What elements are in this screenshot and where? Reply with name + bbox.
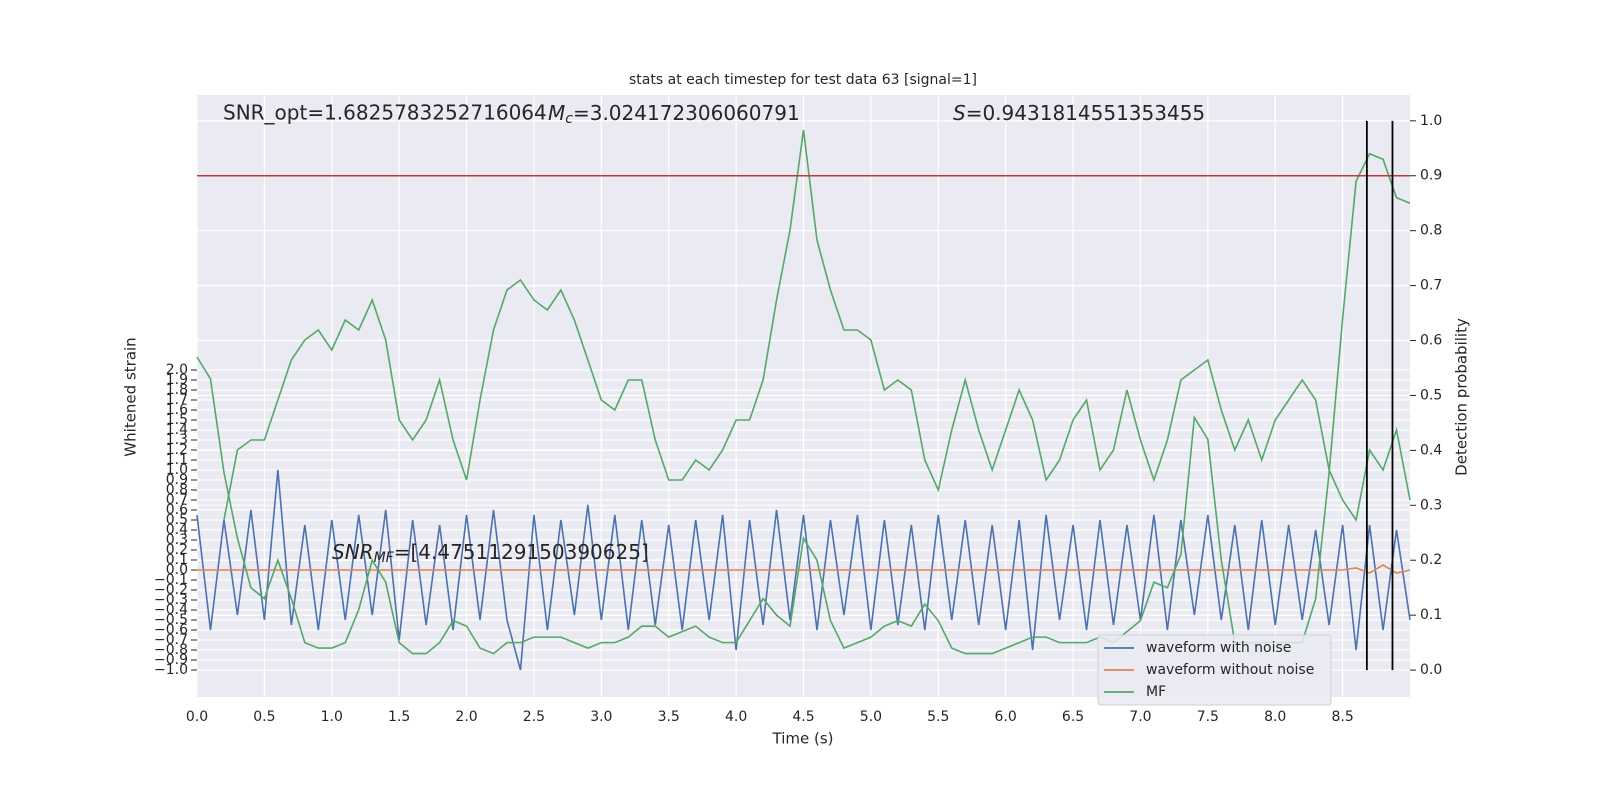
legend-label: waveform without noise	[1146, 662, 1314, 678]
series-line	[197, 564, 1411, 574]
x-tick-label: 2.0	[455, 709, 477, 725]
legend-box	[1097, 634, 1332, 706]
series-line	[196, 152, 1411, 655]
x-tick-label: 2.5	[523, 709, 545, 725]
x-tick-label: 6.0	[995, 709, 1017, 725]
annotation-symbol: SNR	[332, 540, 374, 564]
y-tick-label: −0.2	[154, 582, 188, 598]
y2-tick-label: 0.8	[1420, 223, 1442, 239]
x-tick-label: 3.5	[658, 709, 680, 725]
x-tick-label: 4.0	[725, 709, 747, 725]
x-tick-label: 8.0	[1264, 709, 1286, 725]
y-tick-label: 1.5	[166, 412, 188, 428]
legend: waveform with noise waveform without nois…	[1097, 634, 1332, 706]
x-tick-label: 0.0	[186, 709, 208, 725]
y-tick-label: 0.8	[166, 482, 188, 498]
y-tick-label: 1.8	[166, 382, 188, 398]
y-tick-label: 0.2	[166, 542, 188, 558]
y-tick-label: 0.1	[166, 552, 188, 568]
y-tick-label: 1.6	[166, 402, 188, 418]
y-tick-label: 1.3	[166, 432, 188, 448]
x-tick-label: 5.0	[860, 709, 882, 725]
x-tick-label: 1.5	[388, 709, 410, 725]
annotation-value: =3.024172306060791	[573, 101, 800, 125]
y2-axis-label: Detection probability	[1453, 318, 1471, 476]
x-tick-label: 0.5	[253, 709, 275, 725]
x-tick-label: 7.0	[1129, 709, 1151, 725]
annotation-value: =[4.4751129150390625]	[394, 540, 649, 564]
x-tick-label: 3.0	[590, 709, 612, 725]
y-tick-label: 1.4	[166, 422, 188, 438]
y-tick-label: 2.0	[166, 362, 188, 378]
annotation-symbol: S	[953, 101, 966, 125]
y-tick-label: 1.2	[166, 442, 188, 458]
y-tick-label: 0.0	[166, 562, 188, 578]
y-tick-label: −0.8	[154, 642, 188, 658]
y2-tick-label: 0.4	[1420, 442, 1442, 458]
y-tick-label: −0.3	[154, 592, 188, 608]
legend-label: MF	[1146, 684, 1166, 700]
marks	[196, 120, 1411, 671]
y2-tick-label: 0.6	[1420, 333, 1442, 349]
legend-label: waveform with noise	[1146, 640, 1291, 656]
y-tick-label: −1.0	[154, 662, 188, 678]
chart-title: stats at each timestep for test data 63 …	[629, 72, 977, 88]
annotation-subscript: c	[565, 111, 573, 127]
y-tick-label: 0.4	[166, 522, 188, 538]
annotation: Mc=3.024172306060791	[548, 101, 800, 128]
y2-tick-label: 0.2	[1420, 552, 1442, 568]
y-tick-label: 0.9	[166, 472, 188, 488]
y2-tick-label: 1.0	[1420, 113, 1442, 129]
y-tick-label: 0.3	[166, 532, 188, 548]
y-tick-label: −0.4	[154, 602, 188, 618]
y2-tick-label: 0.5	[1420, 387, 1442, 403]
y-tick-label: −0.6	[154, 622, 188, 638]
y-tick-label: −0.9	[154, 652, 188, 668]
annotation-subscript: MF	[374, 550, 395, 566]
x-tick-label: 7.5	[1197, 709, 1219, 725]
y-tick-label: 1.7	[166, 392, 188, 408]
x-tick-label: 6.5	[1062, 709, 1084, 725]
y-tick-label: 0.6	[166, 502, 188, 518]
y-tick-label: −0.1	[154, 572, 188, 588]
x-tick-label: 8.5	[1331, 709, 1353, 725]
y-axis-label: Whitened strain	[122, 337, 140, 456]
x-tick-label: 4.5	[792, 709, 814, 725]
y2-tick-label: 0.1	[1420, 607, 1442, 623]
y-tick-label: 0.7	[166, 492, 188, 508]
y-tick-label: 1.1	[166, 452, 188, 468]
y-tick-label: −0.7	[154, 632, 188, 648]
y-tick-label: 1.0	[166, 462, 188, 478]
x-tick-label: 5.5	[927, 709, 949, 725]
annotation-value: =0.9431814551353455	[966, 101, 1205, 125]
x-axis-label: Time (s)	[772, 730, 834, 748]
annotation-symbol: M	[548, 101, 565, 125]
y2-tick-label: 0.0	[1420, 662, 1442, 678]
y-tick-label: −0.5	[154, 612, 188, 628]
x-tick-label: 1.0	[321, 709, 343, 725]
y2-tick-label: 0.9	[1420, 168, 1442, 184]
annotation: SNR_opt=1.6825783252716064	[223, 101, 547, 125]
y2-tick-label: 0.3	[1420, 497, 1442, 513]
y-tick-label: 0.5	[166, 512, 188, 528]
series-line	[223, 129, 1411, 523]
annotation: S=0.9431814551353455	[953, 101, 1205, 125]
annotation: SNRMF=[4.4751129150390625]	[332, 540, 649, 567]
y2-tick-label: 0.7	[1420, 278, 1442, 294]
y-tick-label: 1.9	[166, 372, 188, 388]
